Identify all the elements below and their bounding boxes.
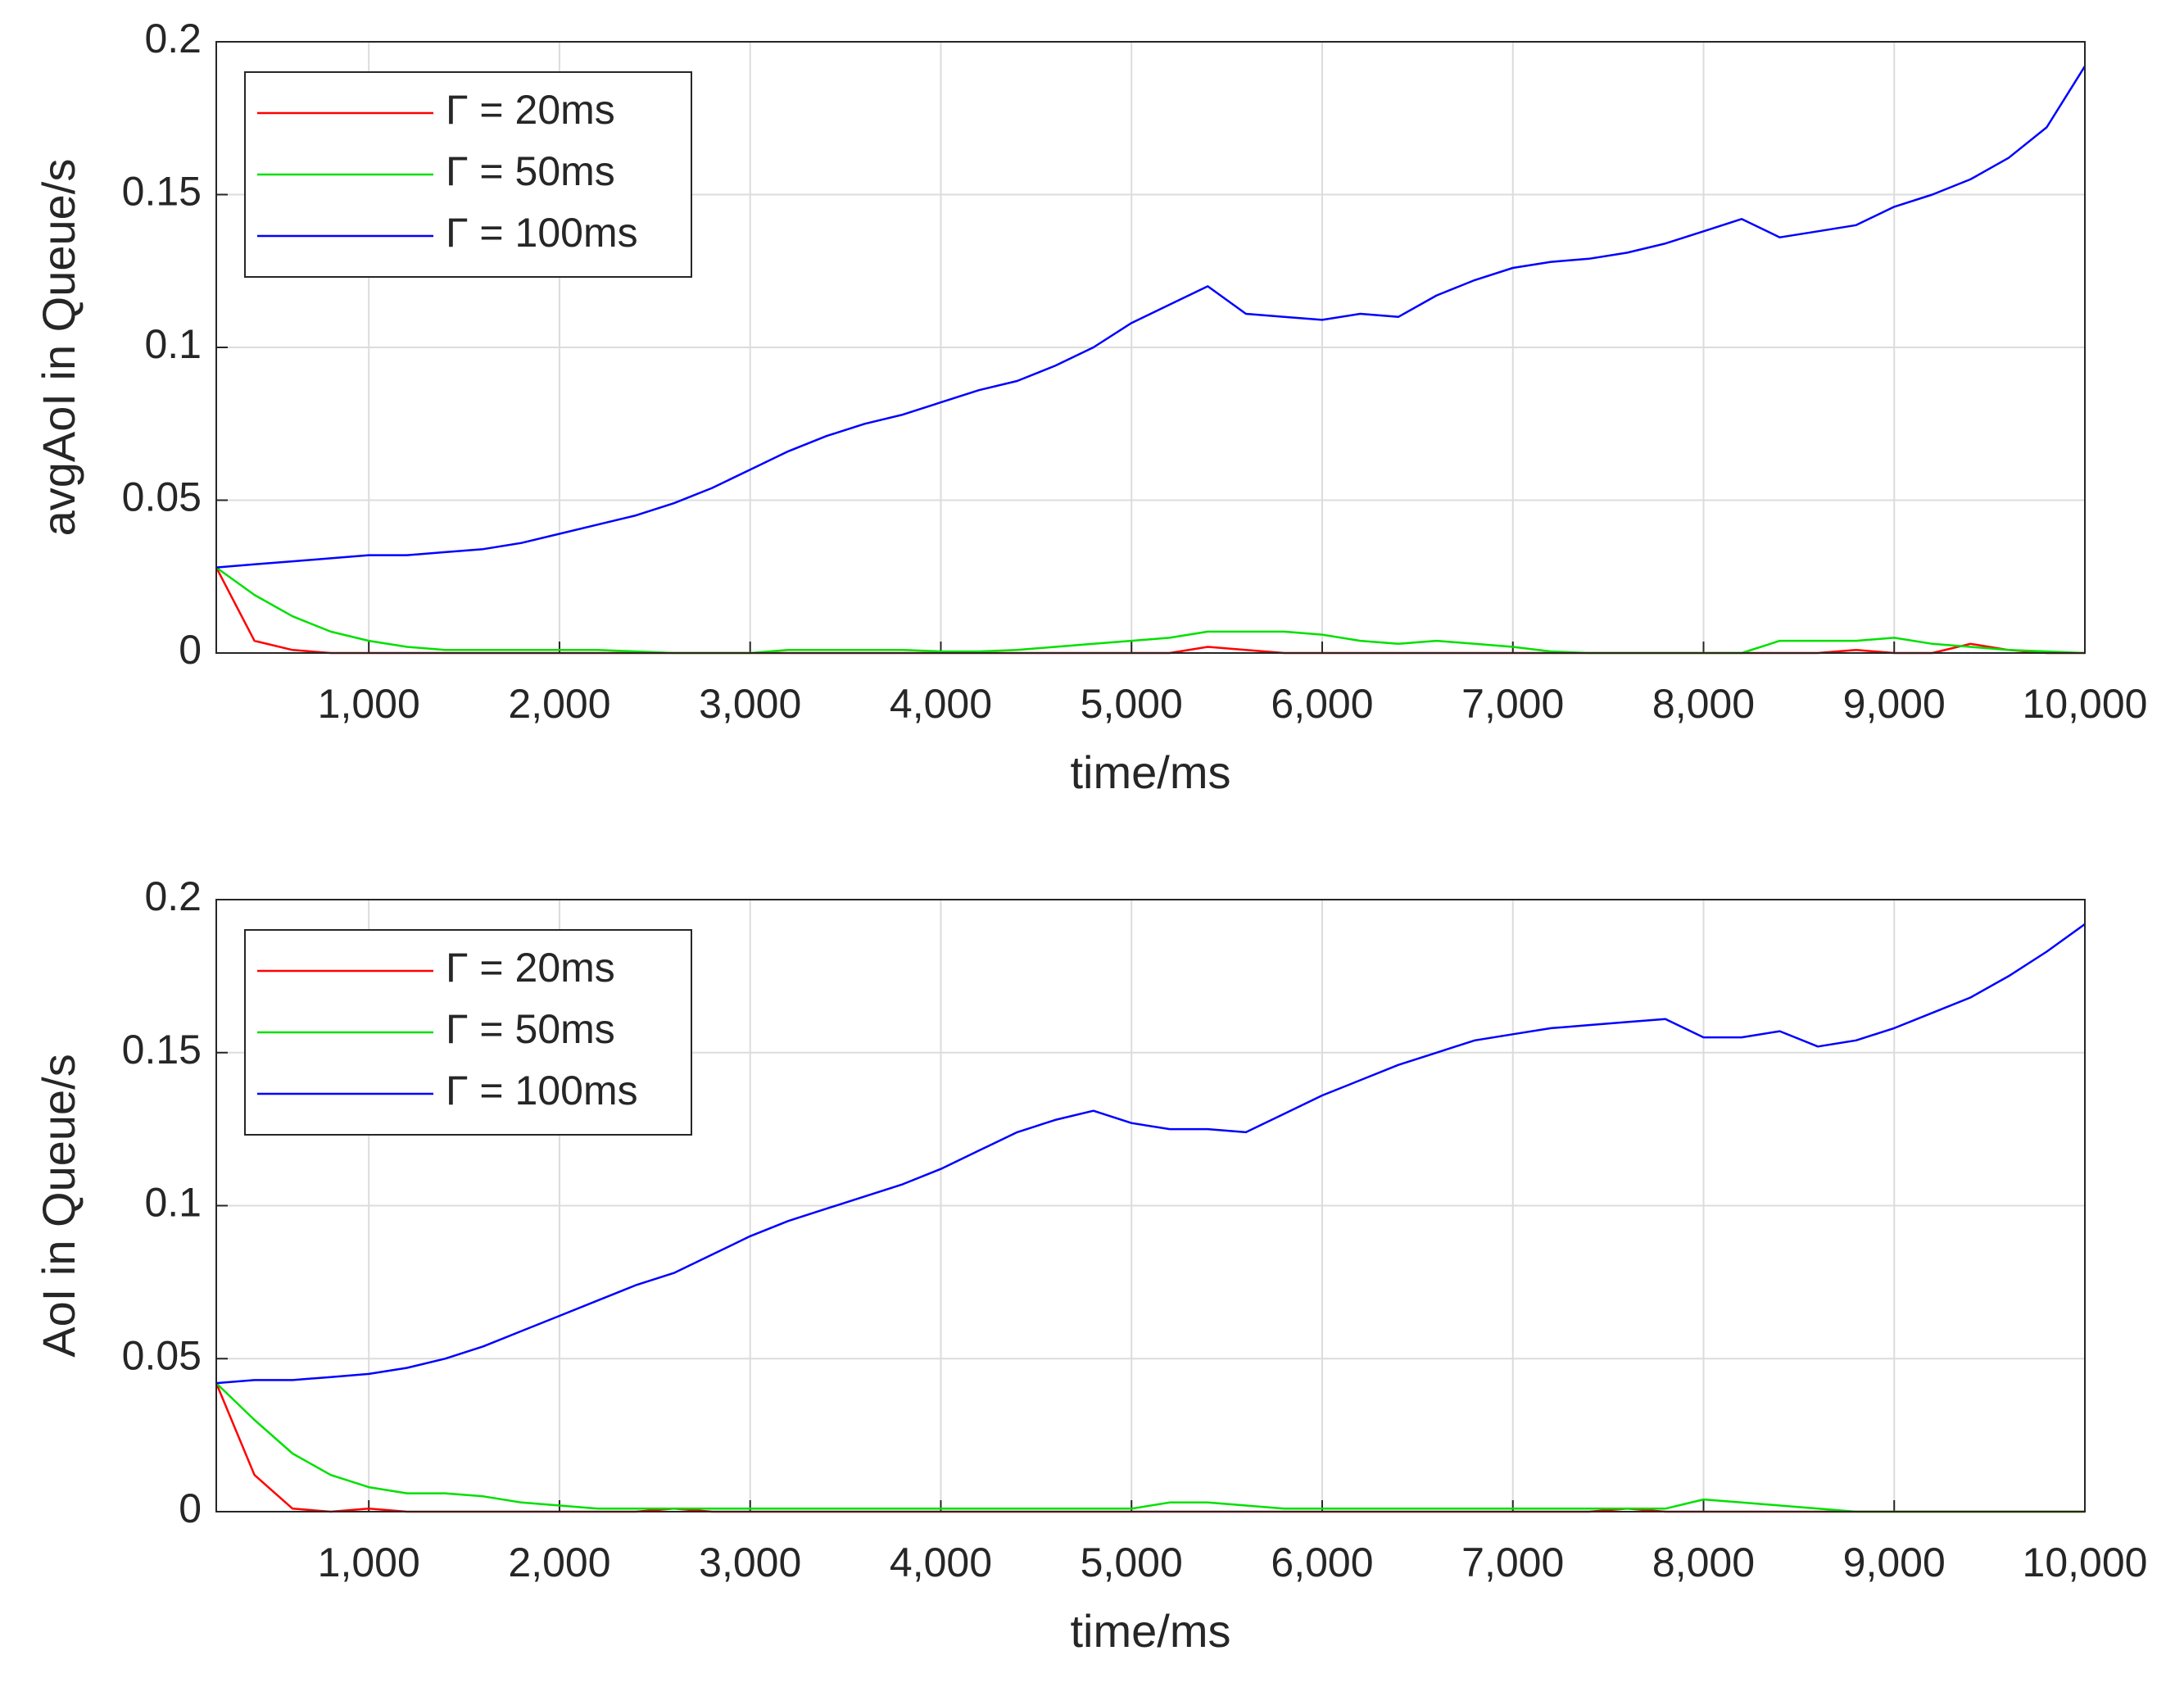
y-tick-label: 0	[179, 627, 202, 673]
x-tick-label: 3,000	[699, 681, 801, 727]
data-line	[215, 1382, 2085, 1513]
x-tick-label: 4,000	[890, 1540, 992, 1585]
y-axis-label: AoI in Queue/s	[33, 1054, 84, 1357]
x-tick-label: 2,000	[508, 1540, 610, 1585]
legend-label: Γ = 20ms	[446, 87, 615, 133]
x-tick-label: 1,000	[318, 1540, 420, 1585]
y-tick-label: 0.1	[144, 321, 202, 367]
data-line	[215, 923, 2086, 1385]
x-tick-label: 7,000	[1461, 1540, 1564, 1585]
x-tick-label: 10,000	[2023, 681, 2148, 727]
x-tick-label: 9,000	[1843, 1540, 1946, 1585]
x-tick-label: 6,000	[1271, 1540, 1373, 1585]
legend-label: Γ = 50ms	[446, 1006, 615, 1052]
x-tick-label: 5,000	[1081, 681, 1183, 727]
legend-label: Γ = 50ms	[446, 148, 615, 194]
legend-label: Γ = 100ms	[446, 1068, 638, 1113]
x-axis-label: time/ms	[1071, 746, 1231, 798]
x-tick-label: 3,000	[699, 1540, 801, 1585]
data-line	[215, 66, 2087, 569]
legend-label: Γ = 100ms	[446, 210, 638, 256]
x-tick-label: 8,000	[1652, 1540, 1755, 1585]
x-axis-label: time/ms	[1071, 1605, 1231, 1657]
x-tick-label: 4,000	[890, 681, 992, 727]
y-tick-label: 0.2	[144, 873, 202, 919]
data-line	[215, 566, 2086, 655]
y-tick-label: 0.2	[144, 16, 202, 61]
y-tick-label: 0.05	[122, 1332, 202, 1378]
y-axis-label: avgAoI in Queue/s	[33, 159, 84, 537]
y-tick-label: 0.1	[144, 1180, 202, 1226]
plot-border	[215, 899, 2086, 1512]
x-tick-label: 5,000	[1081, 1540, 1183, 1585]
x-tick-label: 8,000	[1652, 681, 1755, 727]
legend-label: Γ = 20ms	[446, 945, 615, 991]
x-tick-label: 9,000	[1843, 681, 1946, 727]
y-tick-label: 0.15	[122, 1027, 202, 1073]
x-tick-label: 6,000	[1271, 681, 1373, 727]
y-tick-label: 0	[179, 1485, 202, 1531]
x-tick-label: 2,000	[508, 681, 610, 727]
x-tick-label: 7,000	[1461, 681, 1564, 727]
x-tick-label: 10,000	[2023, 1540, 2148, 1585]
y-tick-label: 0.05	[122, 474, 202, 520]
x-tick-label: 1,000	[318, 681, 420, 727]
y-tick-label: 0.15	[122, 169, 202, 215]
plot-border	[215, 41, 2086, 654]
